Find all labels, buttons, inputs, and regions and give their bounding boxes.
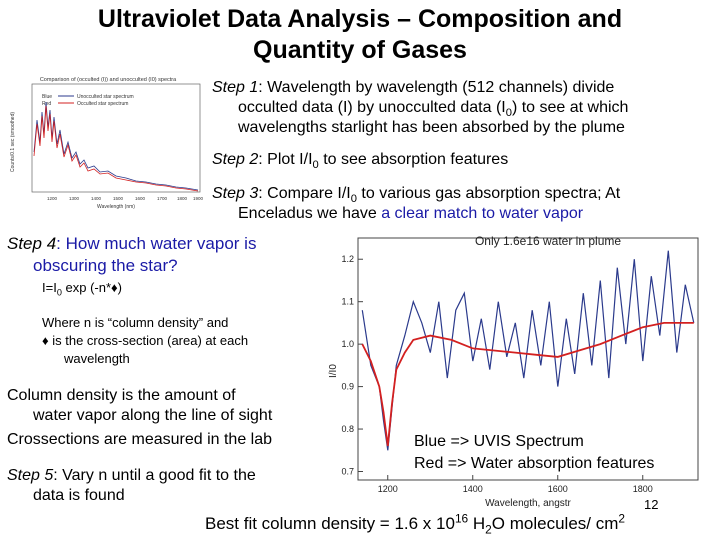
- small-chart-background: [4, 72, 206, 210]
- step-3-label: Step 3: [212, 185, 259, 202]
- formula-part-a: I=I: [42, 280, 57, 295]
- small-legend-label-1: Occulted star spectrum: [77, 101, 128, 107]
- small-legend-color-1: Red: [42, 101, 51, 107]
- absorption-formula: I=I0 exp (-n*♦): [42, 280, 123, 298]
- step-5-text: Step 5: Vary n until a good fit to the d…: [7, 466, 327, 506]
- small-xtick-5: 1700: [157, 196, 168, 201]
- definition-line-3: wavelength: [64, 351, 130, 366]
- step-5-text-b: data is found: [33, 487, 125, 504]
- definition-symbol: ♦: [42, 333, 49, 348]
- xtick-label-1: 1400: [463, 484, 483, 494]
- ytick-label-3: 0.9: [341, 382, 354, 392]
- title-line-1: Ultraviolet Data Analysis – Composition …: [97, 5, 623, 33]
- small-chart-blue-line: [33, 101, 199, 191]
- definition-line-1: Where n is “column density” and: [42, 315, 229, 330]
- ytick-label-0: 1.2: [341, 254, 354, 264]
- step-1-label: Step 1: [212, 79, 259, 96]
- small-xtick-3: 1500: [113, 196, 124, 201]
- ytick-label-5: 0.7: [341, 467, 354, 477]
- crossections-note: Crossections are measured in the lab: [7, 431, 273, 448]
- chart-frame: [357, 237, 699, 481]
- step-2-text-a: : Plot I/I: [258, 151, 313, 168]
- chart-legend-text: Blue => UVIS Spectrum Red => Water absor…: [414, 431, 654, 475]
- series-line-water-absorption-features: [361, 322, 694, 447]
- xtick-label-0: 1200: [378, 484, 398, 494]
- best-fit-result: Best fit column density = 1.6 x 1016 H2O…: [205, 511, 626, 537]
- best-fit-area-exponent: 2: [618, 511, 626, 526]
- step-4-text-b: obscuring the star?: [33, 256, 178, 275]
- step-4-text-a: : How much water vapor is: [56, 234, 257, 253]
- best-fit-part-a: Best fit column density = 1.6 x 10: [205, 514, 455, 533]
- step-3-text-c: Enceladus we have: [238, 205, 382, 222]
- water-absorption-chart: Only 1.6e16 water in plume I/I0 Waveleng…: [322, 228, 716, 510]
- series-line-uvis-spectrum: [361, 250, 695, 451]
- chart-xlabel: Wavelength, angstr: [485, 498, 571, 509]
- best-fit-exponent: 16: [454, 511, 469, 526]
- ytick-label-4: 0.8: [341, 424, 354, 434]
- step-3-text-a: : Compare I/I: [258, 185, 351, 202]
- chart-ticks: 1.2 1.1 1.0 0.9 0.8 0.7 1200 1400 1600 1800: [341, 254, 652, 494]
- formula-part-b: exp (-n*: [61, 280, 112, 295]
- column-density-line-2: water vapor along the line of sight: [33, 407, 273, 424]
- step-3-text-b: to various gas absorption spectra; At: [356, 185, 621, 202]
- best-fit-part-c: O molecules/ cm: [491, 514, 619, 533]
- definition-line-2: is the cross-section (area) at each: [48, 333, 249, 348]
- ytick-label-2: 1.0: [341, 339, 354, 349]
- small-chart-xticks: 1200 1300 1400 1500 1600 1700 1800 1900: [47, 196, 204, 201]
- legend-blue-line: Blue => UVIS Spectrum: [414, 433, 584, 450]
- step-1-text-a: : Wavelength by wavelength (512 channels…: [258, 79, 615, 96]
- small-chart-frame: [31, 83, 201, 193]
- small-legend-color-0: Blue: [42, 94, 52, 100]
- small-chart-xlabel: Wavelength (nm): [97, 204, 135, 210]
- step-4-label: Step 4: [7, 234, 57, 253]
- best-fit-part-b: H: [468, 514, 486, 533]
- column-density-explanation: Column density is the amount of water va…: [7, 386, 327, 426]
- formula-subscript: 0: [56, 287, 62, 298]
- step-1-text-d: wavelengths starlight has been absorbed …: [238, 119, 625, 136]
- step-3-subscript: 0: [350, 193, 357, 206]
- chart-ylabel: I/I0: [328, 364, 339, 378]
- small-xtick-6: 1800: [177, 196, 188, 201]
- water-vapor-match-highlight: a clear match to water vapor: [381, 205, 584, 222]
- small-xtick-2: 1400: [91, 196, 102, 201]
- step-5-text-a: : Vary n until a good fit to the: [53, 467, 256, 484]
- spectrum-comparison-chart: Comparison of (occulted (I)) and unoccul…: [4, 72, 206, 210]
- step-1-subscript: 0: [505, 107, 512, 120]
- title-line-2: Quantity of Gases: [253, 36, 467, 64]
- step-1-text-c: ) to see at which: [511, 99, 629, 116]
- slide-title: Ultraviolet Data Analysis – Composition …: [0, 4, 720, 66]
- page-number: 12: [644, 497, 659, 512]
- small-xtick-4: 1600: [135, 196, 146, 201]
- chart-title: Only 1.6e16 water in plume: [475, 234, 621, 248]
- small-xtick-7: 1900: [193, 196, 204, 201]
- column-density-line-1: Column density is the amount of: [7, 387, 236, 404]
- chart-series: [361, 250, 695, 451]
- small-chart-red-line: [33, 105, 199, 192]
- xtick-label-3: 1800: [633, 484, 653, 494]
- step-1-text: Step 1: Wavelength by wavelength (512 ch…: [212, 78, 717, 138]
- small-chart-title: Comparison of (occulted (I)) and unoccul…: [40, 77, 177, 83]
- step-1-text-b: occulted data (I) by unocculted data (I: [238, 99, 506, 116]
- step-2-subscript: 0: [312, 159, 319, 172]
- column-density-definition: Where n is “column density” and ♦ is the…: [42, 314, 332, 368]
- formula-part-c: ): [117, 280, 123, 295]
- step-2-text-b: to see absorption features: [318, 151, 509, 168]
- small-chart-legend: Blue Unocculted star spectrum Red Occult…: [42, 94, 134, 107]
- xtick-label-2: 1600: [548, 484, 568, 494]
- step-5-label: Step 5: [7, 467, 54, 484]
- small-xtick-1: 1300: [69, 196, 80, 201]
- step-2-text: Step 2: Plot I/I0 to see absorption feat…: [212, 150, 717, 172]
- step-2-label: Step 2: [212, 151, 259, 168]
- legend-red-line: Red => Water absorption features: [414, 455, 655, 472]
- small-legend-label-0: Unocculted star spectrum: [77, 94, 134, 100]
- cross-section-symbol: ♦: [111, 280, 118, 295]
- step-3-text: Step 3: Compare I/I0 to various gas abso…: [212, 184, 717, 224]
- small-xtick-0: 1200: [47, 196, 58, 201]
- chart-background: [322, 228, 716, 510]
- ytick-label-1: 1.1: [341, 297, 354, 307]
- step-4-text: Step 4: How much water vapor is obscurin…: [7, 233, 327, 277]
- small-chart-ylabel: Counts/0.1 sec (smoothed): [10, 112, 16, 172]
- best-fit-subscript: 2: [485, 522, 492, 537]
